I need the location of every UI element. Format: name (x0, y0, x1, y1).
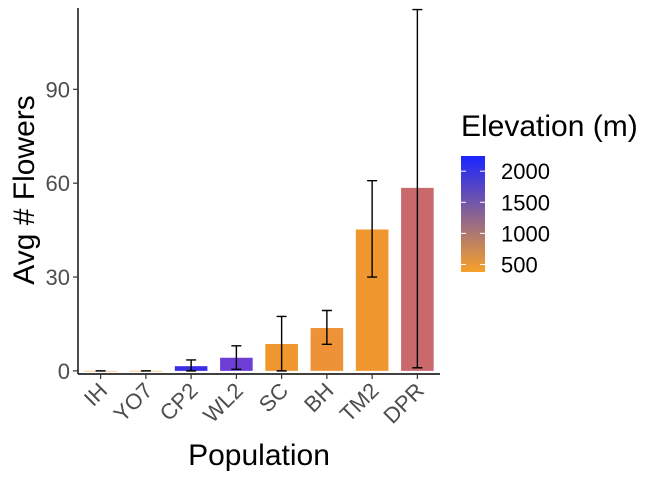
legend-label: 500 (501, 252, 538, 277)
y-tick-label: 0 (58, 359, 70, 384)
y-tick-label: 90 (46, 77, 70, 102)
legend-title: Elevation (m) (461, 110, 638, 143)
x-tick-label: YO7 (109, 378, 158, 427)
errorbar-tm2 (367, 179, 378, 278)
x-tick-label: BH (299, 378, 338, 417)
plot-area (84, 8, 434, 372)
x-tick-label: DPR (378, 378, 429, 429)
x-tick-label: TM2 (335, 378, 384, 427)
errorbar-wl2 (231, 345, 242, 371)
errorbar-bh (321, 309, 332, 345)
x-tick-label: CP2 (155, 378, 203, 426)
y-ticks: 0 30 60 90 (46, 77, 78, 384)
legend-ticks: 2000 1500 1000 500 (461, 159, 550, 277)
y-tick-label: 60 (46, 171, 70, 196)
y-tick-label: 30 (46, 265, 70, 290)
legend-colorbar (461, 156, 485, 272)
x-tick-label: SC (254, 378, 293, 417)
errorbar-cp2 (186, 359, 197, 372)
legend-label: 1500 (501, 190, 550, 215)
x-tick-label: WL2 (198, 378, 248, 428)
x-tick-label: IH (79, 378, 112, 411)
y-axis-title: Avg # Flowers (8, 95, 41, 285)
errorbar-dpr (412, 8, 423, 369)
legend-label: 1000 (501, 221, 550, 246)
legend-label: 2000 (501, 159, 550, 184)
axes (77, 8, 440, 375)
errorbar-sc (276, 315, 287, 372)
x-axis-title: Population (188, 439, 330, 472)
legend: Elevation (m) 2000 1500 1000 500 (461, 110, 638, 277)
